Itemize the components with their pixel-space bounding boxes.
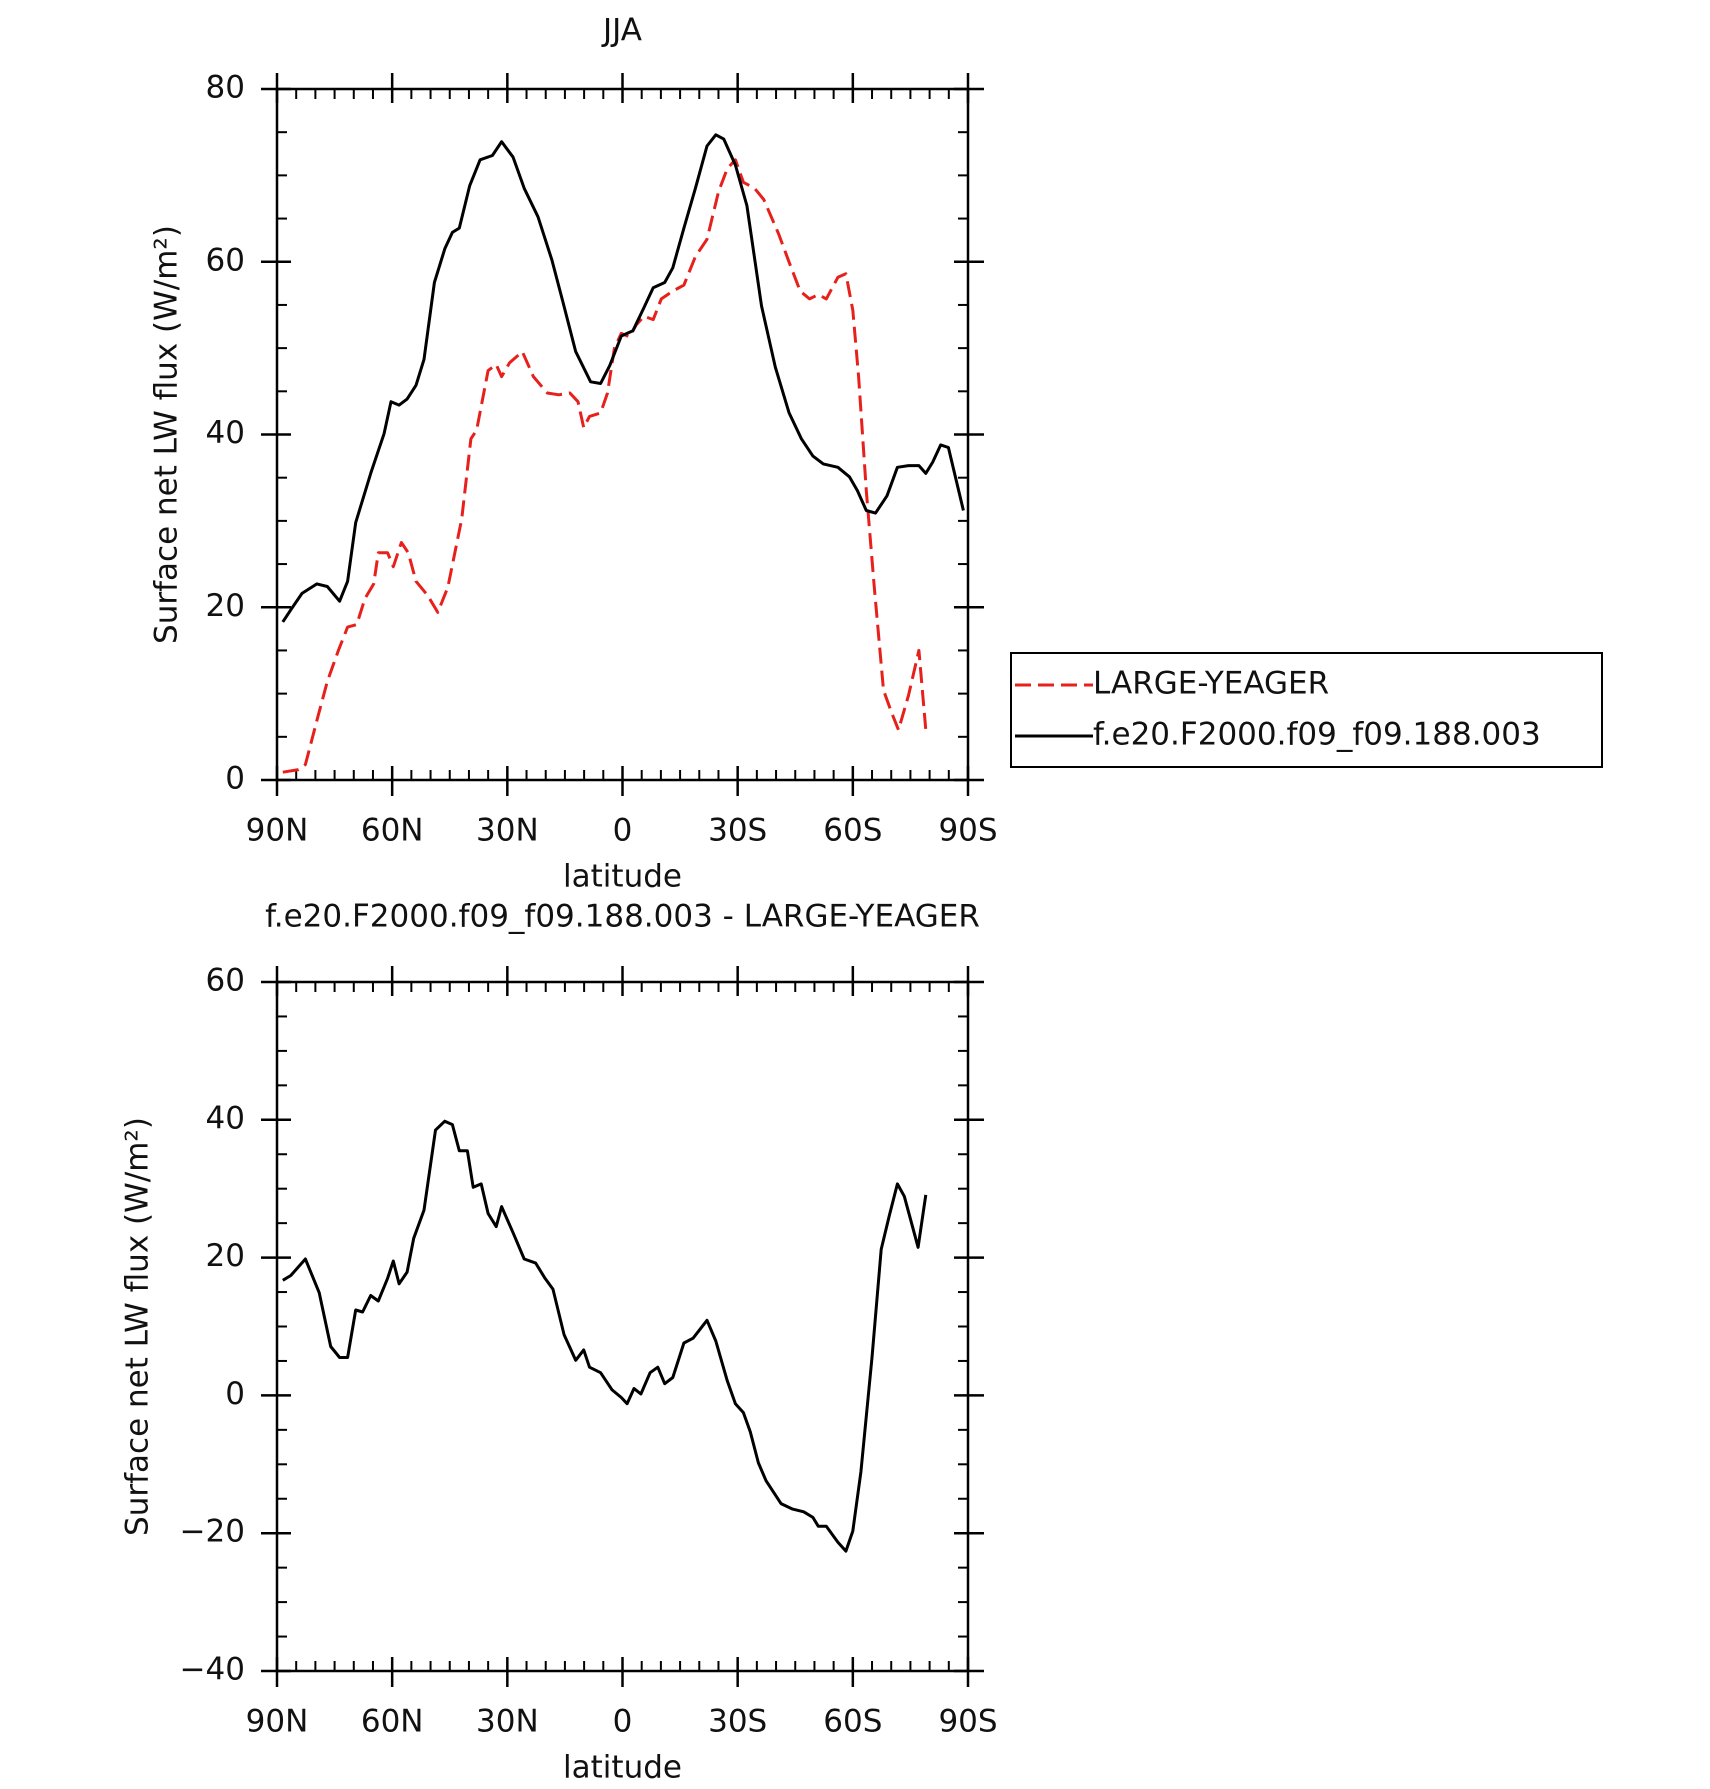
y-tick-label: 40 xyxy=(206,1100,245,1136)
y-tick-label: 40 xyxy=(206,415,245,451)
x-tick-label: 90N xyxy=(246,1704,309,1740)
x-tick-label: 30N xyxy=(476,813,539,849)
plot-frame xyxy=(275,87,970,782)
y-tick-label: 0 xyxy=(225,761,245,797)
x-tick-label: 0 xyxy=(613,1704,633,1740)
y-axis-label: Surface net LW flux (W/m²) xyxy=(120,1117,156,1536)
x-axis-label: latitude xyxy=(563,859,682,895)
y-axis-label: Surface net LW flux (W/m²) xyxy=(149,225,185,644)
y-tick-label: 0 xyxy=(225,1376,245,1412)
x-tick-label: 30N xyxy=(476,1704,539,1740)
legend-label: LARGE-YEAGER xyxy=(1093,666,1329,702)
x-tick-label: 30S xyxy=(708,1704,767,1740)
plot-frame xyxy=(275,980,970,1673)
x-tick-label: 30S xyxy=(708,813,767,849)
y-tick-label: 20 xyxy=(206,1238,245,1274)
series-line xyxy=(282,158,928,774)
y-tick-label: −20 xyxy=(180,1514,245,1550)
x-tick-label: 60N xyxy=(361,1704,424,1740)
x-axis-label: latitude xyxy=(563,1750,682,1786)
series-line xyxy=(281,133,965,623)
x-tick-label: 60N xyxy=(361,813,424,849)
x-tick-label: 60S xyxy=(823,813,882,849)
legend-box xyxy=(1010,652,1603,768)
x-tick-label: 90S xyxy=(938,813,997,849)
x-tick-label: 60S xyxy=(823,1704,882,1740)
chart-title: f.e20.F2000.f09_f09.188.003 - LARGE-YEAG… xyxy=(265,899,980,935)
x-tick-label: 0 xyxy=(613,813,633,849)
x-tick-label: 90N xyxy=(246,813,309,849)
series-line xyxy=(282,1119,928,1553)
x-tick-label: 90S xyxy=(938,1704,997,1740)
legend-label: f.e20.F2000.f09_f09.188.003 xyxy=(1093,717,1541,753)
y-tick-label: −40 xyxy=(180,1652,245,1688)
y-tick-label: 20 xyxy=(206,588,245,624)
chart-title: JJA xyxy=(601,13,642,49)
y-tick-label: 80 xyxy=(206,70,245,106)
y-tick-label: 60 xyxy=(206,963,245,999)
y-tick-label: 60 xyxy=(206,242,245,278)
